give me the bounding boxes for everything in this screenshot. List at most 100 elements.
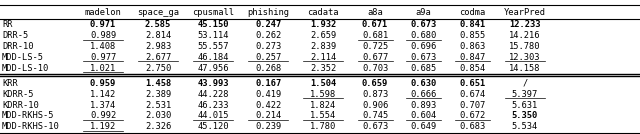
Text: DRR-5: DRR-5 (2, 31, 28, 40)
Text: 0.659: 0.659 (362, 79, 388, 88)
Text: 1.408: 1.408 (90, 42, 116, 51)
Text: 0.989: 0.989 (90, 31, 116, 40)
Text: YearPred: YearPred (504, 8, 546, 17)
Text: 44.015: 44.015 (197, 111, 229, 120)
Text: 0.680: 0.680 (410, 31, 437, 40)
Text: 0.971: 0.971 (90, 20, 116, 29)
Text: 47.956: 47.956 (197, 64, 229, 73)
Text: 0.671: 0.671 (362, 20, 388, 29)
Text: 1.192: 1.192 (90, 122, 116, 131)
Text: 0.696: 0.696 (410, 42, 437, 51)
Text: 2.352: 2.352 (310, 64, 337, 73)
Text: 1.504: 1.504 (310, 79, 337, 88)
Text: MDD-RKHS-10: MDD-RKHS-10 (2, 122, 60, 131)
Text: 0.239: 0.239 (255, 122, 282, 131)
Text: 0.863: 0.863 (459, 42, 486, 51)
Text: madelon: madelon (84, 8, 122, 17)
Text: cadata: cadata (307, 8, 339, 17)
Text: 1.554: 1.554 (310, 111, 337, 120)
Text: 0.677: 0.677 (362, 53, 388, 62)
Text: /: / (522, 79, 527, 88)
Text: 1.824: 1.824 (310, 101, 337, 110)
Text: 2.030: 2.030 (145, 111, 172, 120)
Text: 0.906: 0.906 (362, 101, 388, 110)
Text: 2.750: 2.750 (145, 64, 172, 73)
Text: 0.666: 0.666 (410, 90, 437, 99)
Text: 5.631: 5.631 (511, 101, 538, 110)
Text: 2.983: 2.983 (145, 42, 172, 51)
Text: 2.531: 2.531 (145, 101, 172, 110)
Text: a9a: a9a (416, 8, 431, 17)
Text: 53.114: 53.114 (197, 31, 229, 40)
Text: 0.841: 0.841 (459, 20, 486, 29)
Text: space_ga: space_ga (137, 8, 179, 17)
Text: DRR-10: DRR-10 (2, 42, 33, 51)
Text: KDRR-10: KDRR-10 (2, 101, 38, 110)
Text: 0.703: 0.703 (362, 64, 388, 73)
Text: 5.534: 5.534 (511, 122, 538, 131)
Text: 0.725: 0.725 (362, 42, 388, 51)
Text: 0.651: 0.651 (459, 79, 486, 88)
Text: 0.672: 0.672 (459, 111, 486, 120)
Text: 0.893: 0.893 (410, 101, 437, 110)
Text: 0.268: 0.268 (255, 64, 282, 73)
Text: 5.350: 5.350 (511, 111, 538, 120)
Text: 45.150: 45.150 (197, 20, 229, 29)
Text: 0.873: 0.873 (362, 90, 388, 99)
Text: RR: RR (2, 20, 12, 29)
Text: 2.659: 2.659 (310, 31, 337, 40)
Text: 0.674: 0.674 (459, 90, 486, 99)
Text: 0.683: 0.683 (459, 122, 486, 131)
Text: 2.114: 2.114 (310, 53, 337, 62)
Text: 0.630: 0.630 (410, 79, 437, 88)
Text: cpusmall: cpusmall (192, 8, 234, 17)
Text: 0.649: 0.649 (410, 122, 437, 131)
Text: MDD-LS-10: MDD-LS-10 (2, 64, 49, 73)
Text: 0.681: 0.681 (362, 31, 388, 40)
Text: 0.847: 0.847 (459, 53, 486, 62)
Text: 46.184: 46.184 (197, 53, 229, 62)
Text: 2.839: 2.839 (310, 42, 337, 51)
Text: 5.397: 5.397 (511, 90, 538, 99)
Text: 0.673: 0.673 (362, 122, 388, 131)
Text: 1.374: 1.374 (90, 101, 116, 110)
Text: codma: codma (459, 8, 486, 17)
Text: 0.673: 0.673 (410, 53, 437, 62)
Text: 1.780: 1.780 (310, 122, 337, 131)
Text: 14.158: 14.158 (509, 64, 541, 73)
Text: 12.303: 12.303 (509, 53, 541, 62)
Text: 0.685: 0.685 (410, 64, 437, 73)
Text: 44.228: 44.228 (197, 90, 229, 99)
Text: 14.216: 14.216 (509, 31, 541, 40)
Text: 0.257: 0.257 (255, 53, 282, 62)
Text: a8a: a8a (367, 8, 383, 17)
Text: 0.977: 0.977 (90, 53, 116, 62)
Text: 2.585: 2.585 (145, 20, 172, 29)
Text: 1.142: 1.142 (90, 90, 116, 99)
Text: 0.707: 0.707 (459, 101, 486, 110)
Text: 1.458: 1.458 (145, 79, 172, 88)
Text: 0.214: 0.214 (255, 111, 282, 120)
Text: KRR: KRR (2, 79, 18, 88)
Text: 0.422: 0.422 (255, 101, 282, 110)
Text: 2.814: 2.814 (145, 31, 172, 40)
Text: 0.419: 0.419 (255, 90, 282, 99)
Text: 0.992: 0.992 (90, 111, 116, 120)
Text: MDD-RKHS-5: MDD-RKHS-5 (2, 111, 54, 120)
Text: 2.389: 2.389 (145, 90, 172, 99)
Text: 1.932: 1.932 (310, 20, 337, 29)
Text: 1.021: 1.021 (90, 64, 116, 73)
Text: 46.233: 46.233 (197, 101, 229, 110)
Text: 0.167: 0.167 (255, 79, 282, 88)
Text: 2.677: 2.677 (145, 53, 172, 62)
Text: 12.233: 12.233 (509, 20, 541, 29)
Text: 0.673: 0.673 (410, 20, 437, 29)
Text: 0.745: 0.745 (362, 111, 388, 120)
Text: 0.604: 0.604 (410, 111, 437, 120)
Text: 1.598: 1.598 (310, 90, 337, 99)
Text: MDD-LS-5: MDD-LS-5 (2, 53, 44, 62)
Text: 43.993: 43.993 (197, 79, 229, 88)
Text: 15.780: 15.780 (509, 42, 541, 51)
Text: 2.326: 2.326 (145, 122, 172, 131)
Text: phishing: phishing (247, 8, 289, 17)
